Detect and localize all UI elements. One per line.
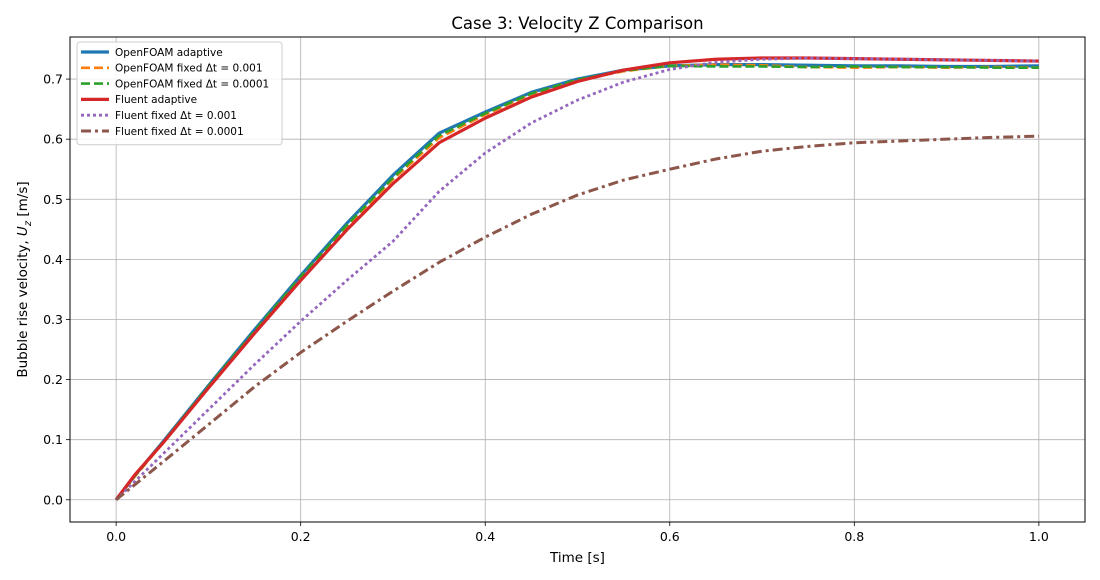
x-tick-label: 1.0: [1029, 529, 1049, 544]
y-axis-title-suffix: [m/s]: [15, 181, 31, 221]
legend-label: Fluent fixed Δt = 0.0001: [115, 126, 244, 138]
legend-box: [76, 41, 283, 146]
x-tick-label: 0.4: [475, 529, 495, 544]
chart-title: Case 3: Velocity Z Comparison: [451, 14, 703, 33]
legend-label: OpenFOAM fixed Δt = 0.001: [115, 63, 263, 75]
series-layer: [114, 56, 1039, 501]
y-axis-title-symbol: U: [15, 226, 31, 236]
x-axis-title: Time [s]: [549, 550, 605, 566]
legend-label: Fluent adaptive: [115, 94, 197, 106]
legend-label: Fluent fixed Δt = 0.001: [115, 110, 237, 122]
y-tick-label: 0.0: [43, 492, 63, 507]
y-axis-title-subscript: z: [23, 220, 34, 227]
plot-frame: [69, 36, 1086, 523]
legend-label: OpenFOAM adaptive: [115, 47, 223, 59]
y-tick-label: 0.5: [43, 192, 63, 207]
series-line: [115, 56, 1039, 501]
y-tick-label: 0.4: [43, 252, 63, 267]
y-tick-label: 0.3: [43, 312, 63, 327]
x-tick-label: 0.2: [291, 529, 311, 544]
x-tick-label: 0.6: [660, 529, 680, 544]
legend: OpenFOAM adaptive OpenFOAM fixed Δt = 0.0…: [76, 41, 283, 146]
x-tick-label: 0.0: [106, 529, 126, 544]
y-axis-title: Bubble rise velocity, Uz [m/s]: [15, 181, 34, 377]
x-tick-label: 0.8: [844, 529, 864, 544]
ticks: 0.0 0.2 0.4 0.6 0.8 1.0 0.0 0.1 0.2 0.3 0.4 0.5 0.6 0…: [43, 72, 1049, 544]
y-tick-label: 0.6: [43, 132, 63, 147]
y-tick-label: 0.2: [43, 372, 63, 387]
y-axis-title-prefix: Bubble rise velocity,: [15, 236, 31, 378]
series-line: [115, 134, 1039, 501]
y-tick-label: 0.7: [43, 72, 63, 87]
legend-label: OpenFOAM fixed Δt = 0.0001: [115, 78, 269, 90]
y-tick-label: 0.1: [43, 432, 63, 447]
